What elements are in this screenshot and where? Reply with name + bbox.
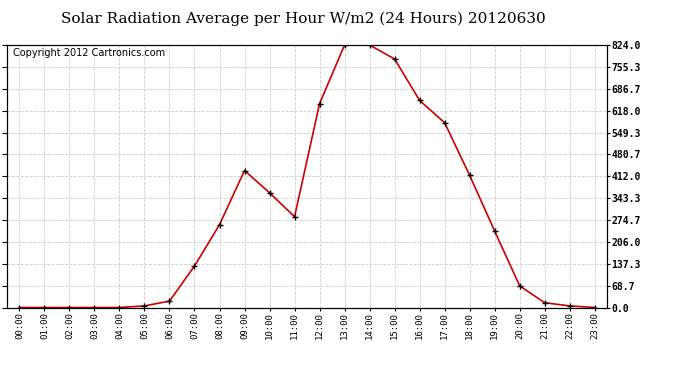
Text: Solar Radiation Average per Hour W/m2 (24 Hours) 20120630: Solar Radiation Average per Hour W/m2 (2… xyxy=(61,11,546,26)
Text: Copyright 2012 Cartronics.com: Copyright 2012 Cartronics.com xyxy=(13,48,165,58)
